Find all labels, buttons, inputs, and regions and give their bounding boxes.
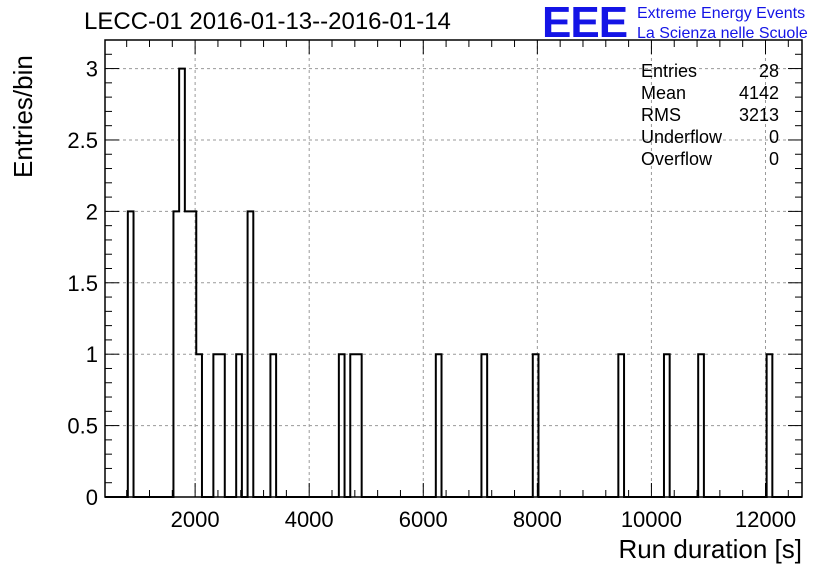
stat-value: 0 (768, 149, 779, 169)
x-tick-label: 8000 (513, 507, 562, 532)
stat-label: Entries (641, 61, 698, 81)
stat-value: 3213 (738, 105, 779, 125)
eee-logo-mark: EEE (542, 0, 628, 47)
chart-title: LECC-01 2016-01-13--2016-01-14 (84, 8, 451, 35)
stats-box: Entries 28 Mean 4142 RMS 3213 Underflow … (641, 60, 779, 170)
histogram-outline (105, 67, 802, 498)
y-tick-label: 2 (86, 199, 98, 224)
x-axis-label: Run duration [s] (618, 534, 802, 564)
stat-label: Overflow (641, 149, 713, 169)
y-tick-label: 1.5 (67, 271, 98, 296)
stat-row-rms: RMS 3213 (641, 104, 779, 126)
x-tick-label: 4000 (285, 507, 334, 532)
stat-row-entries: Entries 28 (641, 60, 779, 82)
y-axis-label: Entries/bin (8, 55, 38, 178)
x-tick-label: 12000 (735, 507, 796, 532)
stat-value: 28 (758, 61, 779, 81)
y-tick-label: 2.5 (67, 128, 98, 153)
stat-row-mean: Mean 4142 (641, 82, 779, 104)
stat-row-underflow: Underflow 0 (641, 126, 779, 148)
stat-value: 4142 (738, 83, 779, 103)
stat-value: 0 (768, 127, 779, 147)
y-tick-label: 0.5 (67, 414, 98, 439)
stat-label: Mean (641, 83, 687, 103)
x-tick-label: 10000 (621, 507, 682, 532)
y-tick-label: 0 (86, 485, 98, 510)
stat-label: RMS (641, 105, 681, 125)
stat-label: Underflow (641, 127, 723, 147)
x-tick-label: 6000 (399, 507, 448, 532)
logo-line-2: La Scienza nelle Scuole (637, 25, 808, 42)
y-tick-label: 3 (86, 57, 98, 82)
logo-line-1: Extreme Energy Events (637, 5, 806, 22)
y-tick-label: 1 (86, 342, 98, 367)
stat-row-overflow: Overflow 0 (641, 148, 779, 170)
x-tick-label: 2000 (171, 507, 220, 532)
